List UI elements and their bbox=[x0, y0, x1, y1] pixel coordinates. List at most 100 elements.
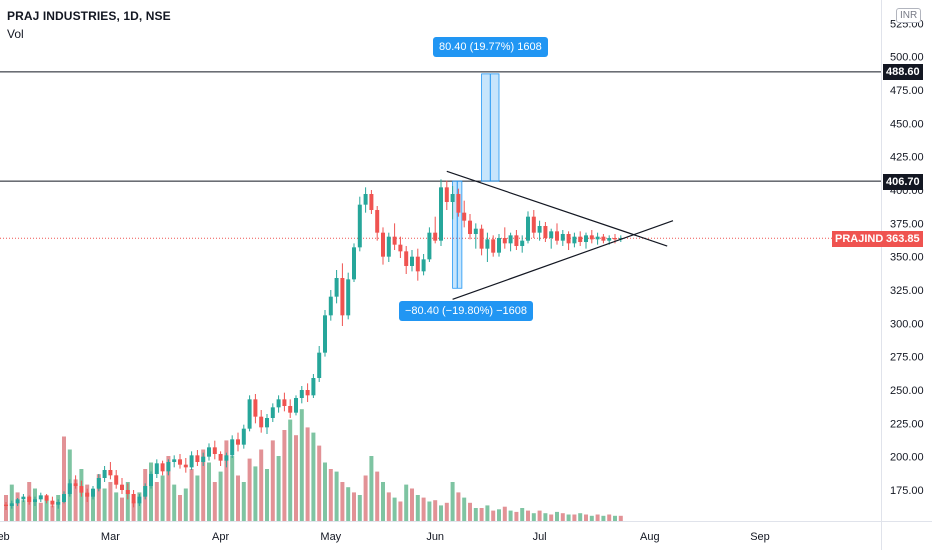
candle-body bbox=[21, 496, 26, 500]
volume-bar bbox=[137, 492, 142, 521]
y-tick-label: 325.00 bbox=[890, 285, 924, 297]
y-tick-label: 300.00 bbox=[890, 318, 924, 330]
candle-body bbox=[195, 455, 200, 463]
volume-bar bbox=[595, 514, 600, 521]
candle-body bbox=[120, 484, 124, 490]
candle-body bbox=[363, 194, 368, 205]
candle-body bbox=[589, 235, 594, 240]
candle-body bbox=[473, 228, 478, 235]
volume-bar bbox=[497, 509, 501, 521]
volume-bar bbox=[404, 484, 409, 521]
candle-body bbox=[340, 278, 345, 316]
volume-label: Vol bbox=[7, 27, 24, 41]
candle-body bbox=[543, 226, 548, 239]
volume-bar bbox=[352, 492, 356, 521]
candle-body bbox=[352, 247, 356, 280]
candle-body bbox=[212, 447, 217, 455]
y-axis: 175.00 200.00 225.00 250.00 275.00 300.00 325.… bbox=[890, 18, 924, 497]
volume-bar bbox=[114, 492, 119, 521]
level-tag-high: 488.60 bbox=[883, 64, 923, 80]
volume-bar bbox=[276, 456, 281, 521]
volume-bar bbox=[44, 497, 49, 521]
candle-body bbox=[131, 493, 136, 504]
candle-body bbox=[137, 496, 142, 504]
volume-bar bbox=[369, 456, 374, 521]
volume-bar bbox=[381, 482, 385, 521]
candle-body bbox=[73, 483, 78, 487]
triangle-trendline bbox=[446, 170, 668, 247]
volume-bar bbox=[218, 471, 223, 521]
volume-bar bbox=[589, 515, 594, 521]
volume-bar bbox=[149, 462, 153, 521]
candle-body bbox=[189, 455, 194, 468]
volume-bar bbox=[317, 445, 322, 521]
candle-body bbox=[311, 378, 316, 396]
x-tick-label: Mar bbox=[101, 531, 120, 543]
volume-bar bbox=[189, 469, 194, 521]
candle-body bbox=[531, 216, 536, 233]
volume-bar bbox=[526, 510, 530, 521]
candle-body bbox=[514, 235, 519, 247]
candle-body bbox=[4, 504, 8, 506]
volume-bar bbox=[259, 449, 264, 521]
volume-bar bbox=[21, 500, 26, 521]
candle-body bbox=[462, 212, 467, 221]
volume-bar bbox=[543, 513, 548, 521]
volume-bar bbox=[444, 502, 449, 521]
chart-title: PRAJ INDUSTRIES, 1D, NSE bbox=[7, 9, 171, 23]
y-tick-label: 275.00 bbox=[890, 352, 924, 364]
volume-bar bbox=[566, 514, 571, 521]
candle-body bbox=[346, 279, 351, 316]
candle-body bbox=[96, 478, 101, 489]
candle-body bbox=[584, 235, 588, 243]
volume-bar bbox=[294, 435, 298, 521]
candle-body bbox=[282, 399, 287, 407]
candle-body bbox=[317, 352, 322, 379]
volume-bar bbox=[508, 510, 513, 521]
candle-body bbox=[404, 251, 409, 267]
volume-bar bbox=[195, 475, 200, 521]
candle-body bbox=[15, 499, 20, 504]
volume-bar bbox=[410, 488, 414, 521]
volume-bar bbox=[555, 511, 559, 521]
candle-body bbox=[479, 228, 484, 249]
volume-bar bbox=[207, 462, 211, 521]
volume-bar bbox=[520, 508, 525, 521]
currency-badge[interactable]: INR bbox=[896, 8, 922, 23]
volume-bar bbox=[15, 492, 20, 521]
candle-body bbox=[415, 256, 420, 272]
y-tick-label: 425.00 bbox=[890, 152, 924, 164]
candle-body bbox=[410, 256, 414, 267]
volume-bar bbox=[357, 495, 362, 521]
measure-down-label: −80.40 (−19.80%) −1608 bbox=[399, 301, 534, 321]
candle-body bbox=[143, 486, 148, 497]
candle-body bbox=[207, 447, 211, 457]
volume-bar bbox=[415, 495, 420, 521]
volume-bars bbox=[4, 409, 623, 521]
candle-body bbox=[33, 499, 37, 502]
candle-body bbox=[334, 278, 339, 297]
candle-body bbox=[613, 238, 617, 240]
volume-bar bbox=[91, 495, 95, 521]
candle-body bbox=[607, 238, 612, 241]
volume-bar bbox=[473, 508, 478, 521]
candle-body bbox=[421, 259, 426, 272]
candle-body bbox=[44, 495, 49, 501]
x-tick-label: Feb bbox=[0, 531, 10, 543]
candle-body bbox=[172, 459, 177, 463]
volume-bar bbox=[236, 475, 240, 521]
candle-body bbox=[288, 406, 293, 413]
candle-body bbox=[125, 490, 130, 494]
volume-bar bbox=[311, 432, 316, 521]
volume-bar bbox=[572, 514, 577, 521]
y-tick-label: 450.00 bbox=[890, 118, 924, 130]
volume-bar bbox=[584, 514, 588, 521]
y-tick-label: 375.00 bbox=[890, 218, 924, 230]
candle-body bbox=[502, 238, 507, 244]
volume-bar bbox=[386, 492, 391, 521]
y-tick-label: 225.00 bbox=[890, 418, 924, 430]
y-tick-label: 475.00 bbox=[890, 85, 924, 97]
candle-body bbox=[56, 501, 61, 505]
